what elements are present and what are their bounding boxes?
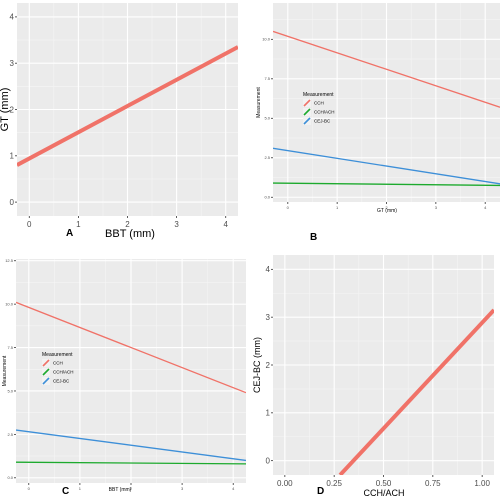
x-axis-label: GT (mm) bbox=[377, 208, 397, 214]
panel-label-d: D bbox=[317, 486, 325, 497]
x-tick-label: 4 bbox=[232, 486, 235, 491]
x-tick-label: 0 bbox=[28, 486, 31, 491]
y-tick-label: 2.5 bbox=[7, 432, 13, 437]
y-tick-label: 2 bbox=[10, 105, 15, 114]
legend-title: Measurement bbox=[303, 92, 334, 98]
x-tick-label: 0 bbox=[287, 205, 290, 210]
x-axis-label: BBT (mm) bbox=[109, 487, 132, 493]
legend-entry: CCH bbox=[53, 361, 63, 366]
chart-panel-d: 0.00 0.25 0.50 0.75 1.00 0 1 2 3 4 CCH/ACH CEJ-BC (… bbox=[250, 250, 500, 500]
y-tick-label: 5.0 bbox=[7, 388, 13, 393]
x-tick-label: 4 bbox=[223, 220, 228, 229]
y-tick-label: 0.0 bbox=[7, 475, 13, 480]
legend-entry: CCH/ACH bbox=[314, 110, 335, 115]
y-tick-label: 3 bbox=[266, 313, 271, 322]
chart-d-svg: 0.00 0.25 0.50 0.75 1.00 0 1 2 3 4 CCH/ACH CEJ-BC (… bbox=[252, 255, 494, 498]
legend: Measurement CCH CCH/ACH CEJ-BC bbox=[42, 352, 74, 385]
series-line-cej-bc bbox=[273, 147, 500, 185]
y-tick-label: 2 bbox=[266, 361, 271, 370]
series-line bbox=[338, 308, 494, 475]
x-tick-label: 1 bbox=[79, 486, 82, 491]
y-tick-label: 3 bbox=[10, 59, 15, 68]
x-tick-label: 2 bbox=[385, 205, 388, 210]
y-tick-label: 0 bbox=[266, 456, 271, 465]
y-tick-label: 0.0 bbox=[264, 195, 270, 200]
x-tick-label: 2 bbox=[125, 220, 130, 229]
y-tick-label: 10.0 bbox=[5, 302, 14, 307]
y-tick-label: 12.5 bbox=[5, 258, 14, 263]
y-axis-label: Measurement bbox=[256, 87, 262, 118]
y-axis-label: GT (mm) bbox=[0, 88, 11, 132]
x-axis-label: BBT (mm) bbox=[105, 228, 155, 240]
chart-panel-a: 0 1 2 3 4 0 1 2 3 4 BBT (mm) GT (mm) A bbox=[0, 0, 250, 250]
chart-panel-b: 0 1 2 3 4 0.0 2.5 5.0 7.5 10.0 GT (mm) Measurement M… bbox=[250, 0, 500, 250]
legend-title: Measurement bbox=[42, 352, 73, 358]
y-tick-label: 7.5 bbox=[7, 345, 13, 350]
x-tick-label: 0.25 bbox=[326, 479, 342, 488]
legend-swatch bbox=[42, 377, 50, 385]
x-tick-label: 3 bbox=[174, 220, 179, 229]
series-line-cch-ach bbox=[16, 461, 246, 465]
y-tick-label: 10.0 bbox=[262, 37, 271, 42]
legend-entry: CEJ-BC bbox=[314, 119, 331, 124]
x-tick-label: 0.50 bbox=[376, 479, 392, 488]
chart-panel-c: 0 1 2 3 4 0.0 2.5 5.0 7.5 10.0 12.5 BBT (mm) Measure… bbox=[0, 250, 250, 500]
x-tick-label: 1.00 bbox=[474, 479, 490, 488]
x-tick-label: 1 bbox=[336, 205, 339, 210]
x-tick-label: 3 bbox=[181, 486, 184, 491]
y-tick-label: 1 bbox=[266, 409, 271, 418]
x-tick-label: 3 bbox=[435, 205, 438, 210]
chart-b-svg: 0 1 2 3 40.02.55.07.510.0GT (mm)Measurement M… bbox=[256, 3, 500, 214]
legend-swatch bbox=[303, 117, 311, 125]
legend-swatch bbox=[42, 368, 50, 376]
y-tick-label: 0 bbox=[10, 198, 15, 207]
y-axis-label: CEJ-BC (mm) bbox=[252, 337, 262, 393]
legend-swatch bbox=[303, 108, 311, 116]
legend-swatch bbox=[42, 359, 50, 367]
y-axis-label: Measurement bbox=[2, 355, 8, 386]
legend-swatch bbox=[303, 99, 311, 107]
y-tick-label: 1 bbox=[10, 152, 15, 161]
y-tick-label: 2.5 bbox=[264, 155, 270, 160]
y-tick-label: 4 bbox=[266, 265, 271, 274]
y-tick-label: 7.5 bbox=[264, 76, 270, 81]
series-line-cch bbox=[16, 301, 246, 394]
chart-a-svg: 0 1 2 3 4 0 1 2 3 4 BBT (mm) GT (mm) bbox=[0, 3, 238, 240]
series-line bbox=[17, 45, 238, 167]
x-tick-label: 0.75 bbox=[425, 479, 441, 488]
x-tick-label: 4 bbox=[484, 205, 487, 210]
y-tick-label: 4 bbox=[10, 13, 15, 22]
x-tick-label: 0.00 bbox=[277, 479, 293, 488]
series-line-cch bbox=[273, 30, 500, 108]
x-tick-label: 2 bbox=[130, 486, 133, 491]
legend: Measurement CCH CCH/ACH CEJ-BC bbox=[303, 92, 335, 125]
x-axis-label: CCH/ACH bbox=[363, 488, 404, 498]
x-tick-label: 0 bbox=[27, 220, 32, 229]
legend-entry: CCH bbox=[314, 101, 324, 106]
legend-entry: CCH/ACH bbox=[53, 370, 74, 375]
x-tick-label: 1 bbox=[76, 220, 81, 229]
legend-entry: CEJ-BC bbox=[53, 379, 70, 384]
y-tick-label: 5.0 bbox=[264, 116, 270, 121]
series-line-cch-ach bbox=[273, 182, 500, 187]
panel-label-c: C bbox=[62, 486, 70, 497]
series-line-cej-bc bbox=[16, 429, 246, 462]
panel-label-b: B bbox=[310, 232, 318, 243]
panel-label-a: A bbox=[66, 228, 74, 239]
chart-c-svg: 0 1 2 3 4 0.0 2.5 5.0 7.5 10.0 12.5 BBT (mm) Measure… bbox=[2, 258, 246, 493]
